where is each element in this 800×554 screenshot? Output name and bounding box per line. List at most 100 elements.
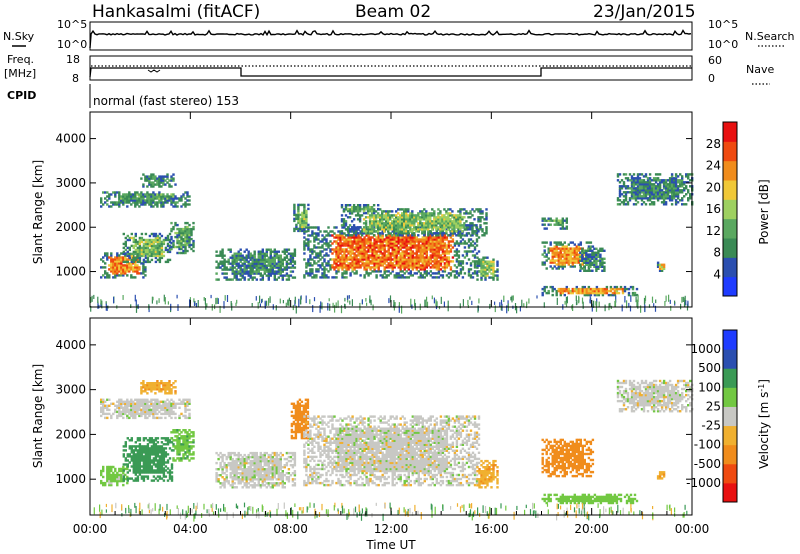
echo-cell [668, 197, 672, 200]
echo-cell [287, 266, 291, 269]
echo-cell [674, 199, 678, 202]
echo-cell [483, 222, 486, 225]
echo-cell [433, 220, 436, 223]
echo-cell [585, 249, 588, 252]
echo-cell [638, 177, 642, 180]
echo-cell [371, 236, 374, 239]
echo-cell [549, 241, 552, 244]
echo-cell [557, 255, 560, 258]
echo-cell [439, 258, 443, 261]
echo-cell [413, 258, 416, 261]
echo-cell [257, 254, 260, 257]
echo-cell [415, 230, 418, 233]
echo-cell [623, 285, 627, 289]
echo-cell [160, 254, 164, 258]
noise-search-label: N.Search [745, 30, 795, 43]
echo-cell [427, 218, 430, 221]
echo-cell [370, 214, 374, 217]
echo-cell [553, 255, 556, 258]
echo-cell [216, 297, 218, 304]
echo-cell [559, 221, 562, 224]
echo-cell [616, 175, 620, 178]
echo-cell [239, 254, 242, 257]
echo-cell [459, 272, 463, 275]
echo-cell [385, 234, 388, 237]
echo-cell [156, 242, 160, 246]
echo-cell [162, 242, 166, 246]
echo-cell [461, 232, 464, 235]
echo-cell [687, 173, 690, 176]
echo-cell [413, 226, 416, 229]
echo-cell [353, 256, 356, 259]
echo-cell [313, 246, 316, 249]
echo-cell [547, 247, 550, 250]
echo-cell [433, 246, 436, 249]
echo-cell [672, 179, 676, 182]
echo-cell [118, 201, 121, 204]
echo-cell [108, 479, 111, 483]
echo-cell [288, 299, 290, 306]
echo-cell [443, 228, 446, 231]
echo-cell [449, 222, 452, 225]
echo-cell [587, 245, 591, 248]
echo-cell [441, 250, 445, 253]
echo-cell [180, 233, 183, 237]
echo-cell [229, 268, 232, 271]
echo-cell [134, 268, 137, 271]
echo-cell [650, 179, 654, 182]
echo-cell [122, 453, 125, 456]
echo-cell [341, 264, 344, 267]
echo-cell [429, 220, 432, 223]
echo-cell [603, 291, 607, 295]
echo-cell [152, 199, 155, 202]
echo-cell [108, 473, 111, 477]
echo-cell [368, 220, 372, 223]
echo-cell [156, 248, 160, 252]
echo-cell [391, 236, 394, 239]
echo-cell [291, 260, 295, 263]
echo-cell [465, 250, 469, 253]
echo-cell [417, 266, 420, 269]
echo-cell [275, 266, 278, 269]
echo-cell [619, 287, 623, 291]
echo-cell [475, 232, 479, 235]
echo-cell [160, 252, 164, 256]
echo-cell [597, 255, 600, 258]
echo-cell [636, 201, 640, 204]
echo-cell [299, 221, 302, 225]
echo-cell [561, 259, 564, 262]
echo-cell [241, 268, 244, 271]
echo-cell [689, 197, 692, 200]
echo-cell [243, 268, 246, 271]
echo-cell [411, 232, 414, 235]
echo-cell [346, 226, 350, 229]
echo-cell [271, 272, 274, 275]
echo-cell [648, 189, 652, 192]
echo-cell [279, 274, 282, 277]
echo-cell [387, 230, 390, 233]
echo-cell [411, 240, 414, 243]
echo-cell [120, 197, 123, 200]
echo-cell [417, 276, 420, 279]
echo-cell [315, 274, 318, 277]
echo-cell [138, 463, 142, 466]
echo-cell [595, 255, 598, 258]
echo-cell [97, 303, 99, 309]
echo-cell [405, 230, 408, 233]
echo-cell [235, 254, 238, 257]
echo-cell [369, 232, 372, 235]
echo-cell [437, 260, 441, 263]
echo-cell [346, 216, 350, 219]
noise-sky-trace [89, 29, 692, 49]
echo-cell [136, 242, 140, 246]
echo-cell [425, 264, 428, 267]
echo-cell [455, 230, 458, 233]
echo-cell [361, 238, 364, 241]
echo-cell [437, 244, 441, 247]
echo-cell [259, 262, 262, 265]
echo-cell [309, 254, 312, 257]
echo-cell [383, 276, 386, 279]
echo-cell [347, 264, 350, 267]
echo-cell [579, 265, 582, 268]
echo-cell [630, 175, 634, 178]
